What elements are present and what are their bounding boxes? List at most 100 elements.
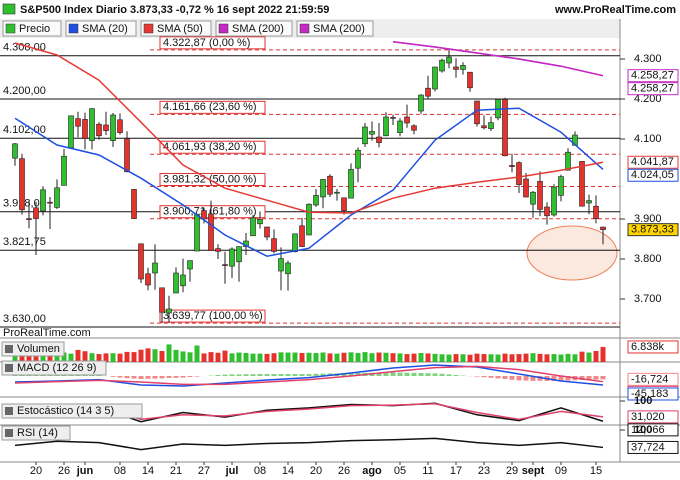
- fib-box: [159, 100, 266, 114]
- volume-bar: [341, 352, 347, 362]
- panel-title-box: [1, 360, 107, 376]
- histogram-bar: [418, 373, 424, 376]
- y-tick-label: 3.800: [634, 253, 662, 265]
- value-box-label: -16,724: [631, 373, 668, 385]
- legend-item: [140, 20, 212, 37]
- x-tick-label: 26: [58, 465, 70, 477]
- histogram-bar: [145, 376, 151, 379]
- candle-body: [306, 203, 312, 236]
- histogram-bar: [257, 374, 263, 376]
- candle-body: [236, 246, 242, 263]
- candle-body: [376, 136, 382, 143]
- candle-body: [383, 116, 389, 137]
- histogram-bar: [320, 373, 326, 376]
- fib-label: 3.900,71 (61,80 %): [163, 206, 257, 218]
- x-tick-label: 20: [30, 465, 42, 477]
- histogram-bar: [285, 374, 291, 376]
- histogram-bar: [250, 374, 256, 376]
- candle-body: [418, 94, 424, 112]
- x-tick-label: 15: [590, 465, 602, 477]
- volume-bar: [68, 353, 74, 362]
- candle-body: [530, 191, 536, 205]
- site-label: www.ProRealTime.com: [554, 4, 676, 16]
- histogram-bar: [558, 376, 564, 381]
- candle-body: [208, 213, 214, 251]
- volume-bar: [166, 344, 172, 362]
- candle-body: [299, 225, 305, 247]
- candle-body: [145, 273, 151, 286]
- histogram-bar: [502, 376, 508, 379]
- candle-body: [61, 155, 67, 186]
- candle-body: [544, 206, 550, 217]
- histogram-bar: [264, 374, 270, 376]
- value-box: [627, 168, 679, 182]
- histogram-bar: [152, 376, 158, 379]
- candle-body: [26, 218, 32, 220]
- histogram-bar: [229, 374, 235, 376]
- candle-body: [124, 138, 130, 173]
- volume-bar: [96, 354, 102, 362]
- volume-bar: [117, 353, 123, 362]
- candle-body: [523, 178, 529, 198]
- volume-bar: [593, 351, 599, 362]
- volume-bar: [320, 352, 326, 362]
- histogram-bar: [404, 372, 410, 376]
- volume-bar: [579, 351, 585, 362]
- volume-bar: [474, 353, 480, 362]
- volume-bar: [264, 353, 270, 362]
- y-tick-label: 4.300: [634, 53, 662, 65]
- volume-bar: [82, 351, 88, 362]
- volume-bar: [47, 352, 53, 362]
- value-box: [627, 440, 679, 454]
- x-tick-label: jun: [76, 465, 94, 477]
- highlight-ellipse: [526, 225, 618, 281]
- x-tick-label: 09: [555, 465, 567, 477]
- histogram-bar: [530, 376, 536, 381]
- histogram-bar: [194, 376, 200, 377]
- histogram-bar: [47, 375, 53, 376]
- value-box: [627, 372, 679, 386]
- volume-bar: [502, 353, 508, 362]
- candle-body: [110, 114, 116, 141]
- fib-box: [159, 140, 266, 154]
- candle-body: [488, 122, 494, 129]
- candle-body: [425, 87, 431, 97]
- histogram-bar: [82, 375, 88, 376]
- volume-bar: [362, 352, 368, 362]
- volume-bar: [292, 352, 298, 362]
- panel-title-box: [1, 403, 143, 419]
- candle-body: [159, 287, 165, 313]
- candle-body: [586, 200, 592, 204]
- volume-bar: [257, 353, 263, 362]
- y-tick-label: 4.100: [634, 133, 662, 145]
- candle-body: [152, 262, 158, 274]
- histogram-bar: [565, 376, 571, 381]
- candle-body: [404, 116, 410, 124]
- histogram-bar: [173, 376, 179, 378]
- panel-title: Volumen: [17, 343, 60, 355]
- candle-body: [96, 123, 102, 137]
- histogram-bar: [593, 376, 599, 380]
- panel-title-box: [1, 425, 71, 441]
- value-box: [627, 423, 679, 437]
- indicator-line: [14, 365, 604, 386]
- volume-bar: [12, 352, 18, 362]
- histogram-bar: [159, 376, 165, 379]
- candle-body: [334, 191, 340, 194]
- histogram-bar: [131, 376, 137, 379]
- candle-body: [194, 213, 200, 252]
- histogram-bar: [551, 376, 557, 381]
- volume-bar: [348, 352, 354, 362]
- volume-bar: [523, 353, 529, 362]
- legend-item: [296, 20, 374, 37]
- histogram-bar: [341, 373, 347, 376]
- volume-bar: [481, 354, 487, 362]
- volume-bar: [369, 353, 375, 362]
- histogram-bar: [481, 376, 487, 378]
- volume-bar: [460, 354, 466, 362]
- candle-body: [460, 65, 466, 70]
- histogram-bar: [446, 374, 452, 376]
- volume-bar: [488, 354, 494, 362]
- volume-bar: [54, 352, 60, 362]
- candle-body: [313, 195, 319, 206]
